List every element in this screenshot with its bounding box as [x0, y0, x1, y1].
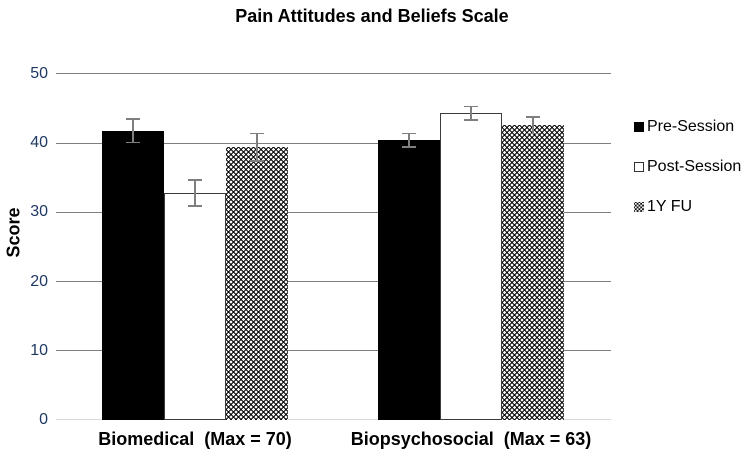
error-bar-cap: [188, 205, 202, 207]
bar-1y-fu-group-1: [226, 147, 288, 420]
gridline-y-40: [56, 142, 611, 144]
x-category-label: Biomedical (Max = 70): [98, 429, 292, 449]
error-bar-stem: [470, 105, 472, 122]
error-bar: [464, 105, 478, 122]
y-tick-label: 20: [30, 272, 48, 290]
gridline-y-0: [56, 419, 611, 421]
error-bar-cap: [464, 119, 478, 122]
error-bar-stem: [408, 132, 410, 149]
error-bar-stem: [256, 132, 258, 162]
error-bar: [402, 132, 416, 149]
error-bar-cap: [126, 141, 140, 144]
legend-marker-icon: [634, 122, 644, 132]
error-bar: [188, 179, 202, 207]
y-tick-label: 40: [30, 134, 48, 152]
gridline-y-30: [56, 211, 611, 213]
error-bar-cap: [250, 160, 264, 162]
error-bar-stem: [194, 179, 196, 207]
chart-title: Pain Attitudes and Beliefs Scale: [235, 6, 509, 26]
error-bar: [126, 118, 140, 144]
error-bar-cap: [526, 132, 540, 135]
bar-pre-session-group-2: [378, 140, 440, 420]
legend-label: Pre-Session: [647, 118, 735, 135]
legend-item-1y-fu: 1Y FU: [634, 198, 741, 216]
bar-post-session-group-2: [440, 113, 502, 420]
legend-item-post-session: Post-Session: [634, 158, 741, 176]
gridline-y-10: [56, 350, 611, 352]
legend-marker-icon: [634, 162, 644, 172]
error-bar: [250, 132, 264, 162]
legend-item-pre-session: Pre-Session: [634, 118, 741, 136]
legend-label: Post-Session: [647, 158, 742, 175]
y-tick-label: 50: [30, 65, 48, 82]
legend-label: 1Y FU: [647, 198, 693, 215]
y-axis-title: Score: [3, 207, 24, 258]
error-bar-stem: [132, 118, 134, 144]
error-bar: [526, 116, 540, 135]
bar-1y-fu-group-2: [502, 125, 564, 420]
error-bar-stem: [532, 116, 534, 135]
error-bar-cap: [402, 146, 416, 149]
bar-post-session-group-1: [164, 193, 226, 420]
gridline-y-20: [56, 280, 611, 282]
y-tick-label: 10: [30, 341, 48, 359]
y-tick-label: 30: [30, 203, 48, 221]
gridline-y-50: [56, 73, 611, 75]
legend-marker-icon: [634, 202, 644, 212]
y-tick-label: 0: [39, 411, 48, 428]
bar-pre-session-group-1: [102, 130, 164, 420]
x-category-label: Biopsychosocial (Max = 63): [350, 429, 592, 449]
plot-area: [56, 73, 611, 421]
legend: Pre-Session Post-Session 1Y FU: [634, 118, 741, 216]
